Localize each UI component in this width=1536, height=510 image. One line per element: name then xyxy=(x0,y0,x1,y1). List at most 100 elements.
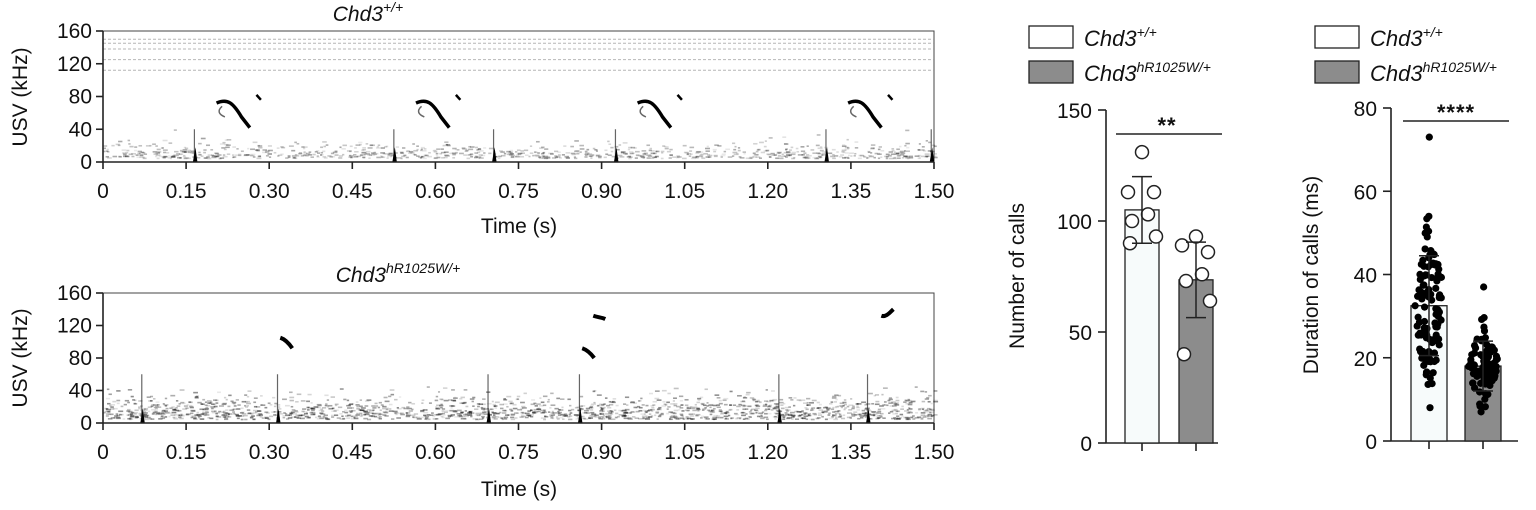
xtick-label-mutant-9: 1.35 xyxy=(830,441,871,464)
xtick-label-wildtype-9: 1.35 xyxy=(830,180,871,203)
duration-point-1-65 xyxy=(1476,402,1484,410)
broadband-base-1 xyxy=(276,408,281,423)
duration-point-1-35 xyxy=(1482,391,1491,399)
duration-point-1-56 xyxy=(1493,355,1501,363)
legend-calls: Chd3+/+ Chd3hR1025W/+ xyxy=(1028,24,1211,86)
duration-points-1 xyxy=(1465,283,1501,416)
usv-call-1 xyxy=(415,94,462,129)
xtick-label-mutant-1: 0.15 xyxy=(166,441,207,464)
duration-point-0-80 xyxy=(1420,303,1429,311)
xtick-label-wildtype-1: 0.15 xyxy=(166,180,207,203)
calls-ytick-label-1: 50 xyxy=(1069,322,1092,345)
xtick-label-wildtype-3: 0.45 xyxy=(332,180,373,203)
duration-point-0-93 xyxy=(1418,295,1426,303)
xtick-label-wildtype-8: 1.20 xyxy=(747,180,788,203)
usv-call-0 xyxy=(215,94,262,129)
calls-points-0 xyxy=(1120,144,1164,251)
legend-label-wildtype: Chd3+/+ xyxy=(1084,24,1157,51)
significance-calls: ** xyxy=(1157,113,1176,138)
duration-point-0-97 xyxy=(1428,379,1436,388)
xtick-label-mutant-10: 1.50 xyxy=(914,441,955,464)
significance-duration: **** xyxy=(1437,100,1475,125)
ytick-label-wildtype-4: 160 xyxy=(57,20,92,43)
duration-point-0-108 xyxy=(1432,284,1440,292)
duration-point-0-105 xyxy=(1433,277,1441,285)
calls-point-0-1 xyxy=(1120,184,1136,200)
duration-point-1-73 xyxy=(1467,359,1475,367)
duration-point-0-69 xyxy=(1426,251,1434,259)
ytick-label-mutant-1: 40 xyxy=(69,380,92,403)
ytick-label-wildtype-2: 80 xyxy=(69,86,92,109)
spectrogram-wildtype-plot: 0 40 80 120 160 0 0.15 0.30 0.45 0.60 0.75 0.90 1.05… xyxy=(57,20,954,203)
calls-ytick-label-0: 0 xyxy=(1080,433,1092,456)
duration-point-0-74 xyxy=(1422,368,1431,376)
duration-ytick-label-3: 60 xyxy=(1354,181,1377,204)
calls-point-1-4 xyxy=(1178,273,1194,289)
duration-point-0-30 xyxy=(1420,262,1428,270)
spectrogram-wildtype: Chd3+/+ 0 40 80 120 160 0 0.15 0.30 0.45 0.60 0.75… xyxy=(9,0,954,238)
legend-label-mutant: Chd3hR1025W/+ xyxy=(1084,59,1211,86)
duration-point-0-56 xyxy=(1428,296,1436,304)
duration-point-1-74 xyxy=(1469,379,1477,387)
ytick-label-mutant-2: 80 xyxy=(69,347,92,370)
duration-points-0 xyxy=(1411,133,1445,412)
number-of-calls-plot: 0 50 100 150 xyxy=(1057,100,1222,456)
xtick-label-wildtype-6: 0.90 xyxy=(581,180,622,203)
duration-point-0-109 xyxy=(1434,260,1442,269)
calls-point-0-5 xyxy=(1148,229,1164,244)
spectrogram-wildtype-noise xyxy=(103,129,938,160)
duration-point-0-92 xyxy=(1417,288,1426,297)
usv-call-2 xyxy=(592,313,607,321)
xtick-label-mutant-6: 0.90 xyxy=(581,441,622,464)
ytick-label-mutant-4: 160 xyxy=(57,282,92,305)
spectrogram-wildtype-axes: 0 40 80 120 160 0 0.15 0.30 0.45 0.60 0.75 0.90 1.05… xyxy=(57,20,954,203)
duration-of-calls-ylabel: Duration of calls (ms) xyxy=(1300,176,1323,374)
spectrogram-mutant-plot: 0 40 80 120 160 0 0.15 0.30 0.45 0.60 0.75 0.90 1.05… xyxy=(57,282,954,464)
duration-point-0-95 xyxy=(1424,290,1432,299)
xtick-label-mutant-0: 0 xyxy=(97,441,109,464)
ytick-label-wildtype-0: 0 xyxy=(80,151,92,174)
broadband-base-1 xyxy=(392,147,397,162)
calls-point-0-2 xyxy=(1146,184,1162,200)
duration-point-1-77 xyxy=(1491,372,1499,380)
duration-point-0-96 xyxy=(1421,245,1429,253)
duration-point-1-62 xyxy=(1480,314,1488,322)
spectrogram-wildtype-frame xyxy=(102,30,935,163)
duration-point-1-36 xyxy=(1483,341,1491,349)
broadband-base-0 xyxy=(192,147,198,162)
duration-point-0-102 xyxy=(1423,215,1431,223)
xtick-label-mutant-5: 0.75 xyxy=(498,441,539,464)
calls-point-0-0 xyxy=(1134,144,1150,160)
duration-ytick-label-1: 20 xyxy=(1354,348,1377,371)
xtick-label-wildtype-4: 0.60 xyxy=(415,180,456,203)
calls-points-1 xyxy=(1174,229,1218,362)
spectrogram-mutant-noise xyxy=(103,386,939,421)
xtick-label-wildtype-0: 0 xyxy=(97,180,109,203)
calls-point-1-2 xyxy=(1200,244,1216,260)
legend-swatch-mutant xyxy=(1028,60,1074,84)
legend-swatch-mutant-2 xyxy=(1314,60,1360,84)
duration-point-1-72 xyxy=(1468,351,1476,359)
duration-point-0-54 xyxy=(1420,272,1428,280)
usv-call-0 xyxy=(279,335,294,350)
duration-point-1-79 xyxy=(1476,388,1484,396)
calls-point-1-6 xyxy=(1176,346,1192,362)
duration-point-0-90 xyxy=(1422,223,1430,231)
broadband-base-0 xyxy=(140,408,145,423)
duration-point-1-0 xyxy=(1480,283,1488,291)
duration-point-1-70 xyxy=(1483,347,1491,355)
ytick-label-wildtype-1: 40 xyxy=(69,118,92,141)
number-of-calls-ylabel: Number of calls xyxy=(1006,203,1029,349)
duration-point-0-85 xyxy=(1419,256,1427,264)
duration-point-0-104 xyxy=(1421,355,1429,363)
xtick-label-wildtype-7: 1.05 xyxy=(664,180,705,203)
broadband-base-5 xyxy=(866,408,871,423)
broadband-base-5 xyxy=(929,147,935,162)
duration-point-0-72 xyxy=(1419,281,1427,289)
duration-point-1-44 xyxy=(1481,403,1489,411)
duration-point-0-52 xyxy=(1435,341,1443,349)
xtick-label-wildtype-5: 0.75 xyxy=(498,180,539,203)
duration-point-0-76 xyxy=(1411,302,1419,310)
calls-point-0-3 xyxy=(1140,207,1156,222)
